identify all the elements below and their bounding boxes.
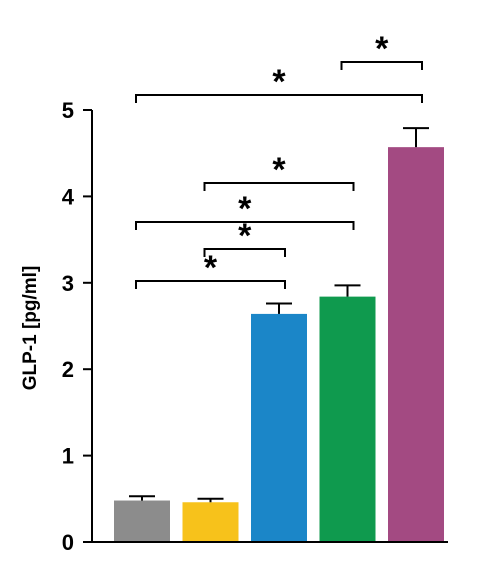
y-tick-label: 4 [62,184,75,209]
y-tick-label: 5 [62,98,74,123]
significance-bracket: * [340,30,423,70]
error-bars [129,127,429,503]
significance-star: * [238,217,252,255]
significance-star: * [375,30,389,68]
y-axis: 0 1 2 3 4 5 [62,98,93,555]
significance-bracket: * [203,151,355,191]
significance-brackets: ****** [135,30,423,289]
bracket-line [135,221,355,230]
significance-bracket: * [203,217,286,257]
y-axis-title: GLP-1 [pg/ml] [20,266,41,391]
bracket-line [203,248,286,257]
y-tick-label: 0 [62,530,74,555]
error-bar [266,302,292,314]
bar [182,502,239,542]
significance-bracket: * [135,190,355,230]
significance-star: * [272,151,286,189]
y-tick-label: 2 [62,357,74,382]
significance-star: * [272,63,286,101]
bracket-line [203,182,355,191]
bracket-line [135,280,286,289]
y-tick-label: 3 [62,271,74,296]
error-bar [403,127,429,148]
error-bar [334,284,361,297]
bar [319,296,376,542]
significance-bracket: * [135,249,286,289]
bar [251,313,307,542]
bars [114,147,444,543]
bar [114,500,170,542]
bar [388,147,444,543]
error-bar [129,495,155,501]
significance-bracket: * [135,63,423,103]
y-tick-label: 1 [62,444,74,469]
bracket-line [340,61,423,70]
bracket-line [135,94,423,103]
significance-star: * [204,249,218,287]
error-bar [197,497,224,503]
significance-star: * [238,190,252,228]
